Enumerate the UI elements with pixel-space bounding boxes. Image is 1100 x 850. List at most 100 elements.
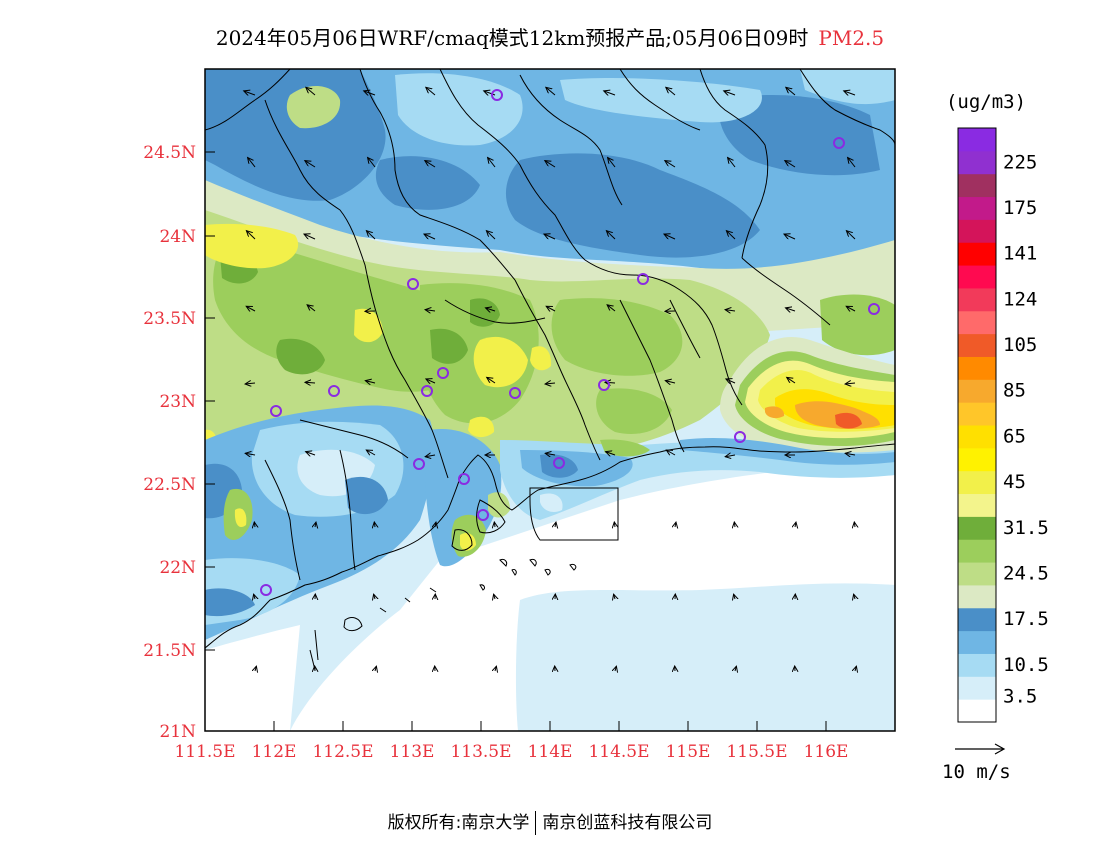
wind-arrow: [374, 522, 375, 527]
wind-arrow: [675, 522, 676, 527]
legend-swatch: [958, 128, 996, 152]
legend-label: 45: [1003, 471, 1026, 493]
station-marker: [413, 458, 425, 470]
station-marker: [421, 385, 433, 397]
wind-arrow: [734, 522, 735, 527]
wind-arrow: [846, 231, 856, 240]
wind-arrow: [724, 91, 736, 95]
map-title: 2024年05月06日WRF/cmaq模式12km预报产品;05月06日09时 P…: [0, 22, 1100, 51]
legend-swatch: [958, 447, 996, 472]
wind-arrow: [424, 234, 436, 240]
station-marker: [260, 584, 272, 596]
legend-label: 105: [1003, 334, 1037, 356]
wind-arrow: [306, 452, 316, 455]
legend-label: 24.5: [1003, 563, 1049, 585]
legend-unit: (ug/m3): [946, 91, 1026, 113]
legend-label: 10.5: [1003, 654, 1049, 676]
copyright-right: 南京创蓝科技有限公司: [542, 813, 713, 833]
wind-arrow: [494, 594, 495, 599]
color-legend: 3.5 10.5 17.5 24.5 31.5 45 65 85 105 124 141 175 225: [957, 127, 1049, 723]
x-tick-label: 114E: [528, 742, 573, 762]
legend-swatch: [958, 379, 996, 403]
x-tick-label: 112E: [252, 742, 297, 762]
legend-swatch: [958, 150, 996, 175]
wind-arrow: [426, 87, 436, 96]
wind-arrow: [486, 308, 496, 311]
legend-swatch: [958, 287, 996, 312]
legend-swatch: [958, 425, 996, 449]
wind-arrow: [486, 231, 496, 240]
station-marker: [458, 473, 470, 485]
legend-swatch: [958, 676, 996, 700]
wind-arrow: [606, 452, 616, 455]
wind-arrow: [366, 231, 376, 240]
legend-swatch: [958, 607, 996, 632]
wind-arrow: [425, 455, 436, 457]
legend-label: 225: [1003, 151, 1037, 173]
legend-label: 31.5: [1003, 517, 1049, 539]
wind-vectors: [244, 87, 857, 671]
wind-arrow: [494, 522, 495, 527]
legend-swatch: [958, 219, 996, 243]
wind-arrow: [666, 87, 676, 96]
station-marker: [637, 273, 649, 285]
y-tick-label: 24N: [159, 227, 196, 247]
station-marker: [328, 385, 340, 397]
wind-arrow: [786, 308, 796, 311]
legend-swatch: [958, 333, 996, 357]
wind-arrow: [425, 310, 436, 311]
legend-swatch: [958, 516, 996, 540]
wind-arrow: [666, 450, 676, 455]
wind-arrow: [665, 161, 676, 168]
wind-arrow: [546, 306, 556, 311]
wind-arrow: [614, 522, 615, 527]
x-tick-label: 116E: [804, 742, 849, 762]
legend-swatch: [958, 584, 996, 609]
legend-border: [957, 127, 997, 723]
y-axis: 24.5N 24N 23.5N 23N 22.5N 22N 21.5N 21N: [143, 143, 215, 742]
x-tick-label: 111.5E: [174, 742, 235, 762]
legend-swatch: [958, 173, 996, 198]
wind-arrow: [545, 383, 556, 384]
wind-arrow: [244, 91, 256, 95]
wind-arrow: [425, 161, 436, 168]
copyright-left: 版权所有:南京大学: [387, 813, 530, 833]
x-tick-label: 114.5E: [588, 742, 649, 762]
wind-arrow: [726, 379, 736, 383]
wind-arrow: [725, 310, 736, 311]
legend-swatch: [958, 539, 996, 563]
wind-scale: 10 m/s: [942, 743, 1011, 783]
wind-arrow: [608, 158, 616, 168]
x-axis: 111.5E 112E 112.5E 113E 113.5E 114E 114.5E 115E…: [174, 721, 848, 762]
wind-arrow: [555, 522, 556, 527]
station-marker: [270, 405, 282, 417]
wind-arrow: [368, 158, 376, 168]
legend-swatch: [958, 630, 996, 654]
x-tick-label: 112.5E: [312, 742, 373, 762]
wind-arrow: [245, 453, 256, 455]
coastline: [205, 443, 895, 649]
wind-arrow: [845, 453, 856, 455]
wind-arrow: [785, 161, 796, 168]
legend-swatch: [958, 356, 996, 380]
footer-divider: [535, 811, 537, 835]
station-marker: [553, 457, 565, 469]
legend-swatch: [958, 470, 996, 495]
station-marker: [437, 367, 449, 379]
y-tick-label: 23N: [159, 392, 196, 412]
wind-arrow: [246, 231, 256, 240]
wind-arrow: [315, 522, 316, 527]
wind-arrow: [606, 231, 616, 240]
x-tick-label: 113E: [390, 742, 435, 762]
legend-swatch: [958, 699, 996, 723]
wind-arrow: [305, 382, 316, 383]
legend-label: 124: [1003, 288, 1037, 310]
wind-arrow: [725, 455, 736, 457]
wind-arrow: [544, 234, 556, 240]
wind-arrow: [364, 91, 376, 95]
y-tick-label: 24.5N: [143, 143, 196, 163]
y-tick-label: 21.5N: [143, 641, 196, 661]
wind-arrow: [365, 381, 376, 383]
y-tick-label: 21N: [159, 722, 196, 742]
legend-label: 3.5: [1003, 686, 1037, 708]
